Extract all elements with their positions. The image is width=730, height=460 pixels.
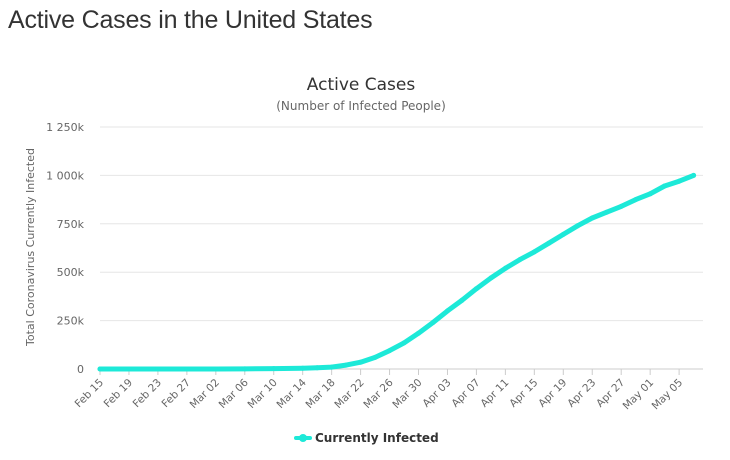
series-layer xyxy=(97,172,697,372)
data-point[interactable] xyxy=(271,366,277,372)
x-tick-label: Feb 27 xyxy=(160,377,193,410)
y-axis-ticks: 0 250k 500k 750k 1 000k 1 250k xyxy=(46,121,84,376)
y-tick-label: 750k xyxy=(57,218,85,231)
x-tick-label: Apr 07 xyxy=(449,377,482,410)
x-tick-label: Mar 06 xyxy=(217,376,252,411)
x-tick-label: May 05 xyxy=(650,377,686,413)
data-point[interactable] xyxy=(488,275,494,281)
x-tick-label: May 01 xyxy=(621,377,657,413)
data-point[interactable] xyxy=(560,231,566,237)
chart-title: Active Cases xyxy=(307,75,416,95)
x-tick-label: Mar 10 xyxy=(246,377,280,411)
y-tick-label: 1 000k xyxy=(46,169,84,182)
data-point[interactable] xyxy=(575,223,581,229)
data-point[interactable] xyxy=(546,240,552,246)
data-point[interactable] xyxy=(387,348,393,354)
data-point[interactable] xyxy=(126,366,132,372)
legend-swatch-marker xyxy=(299,434,307,442)
x-tick-label: Apr 23 xyxy=(565,377,598,410)
y-axis-label: Total Coronavirus Currently Infected xyxy=(24,148,37,347)
y-tick-label: 250k xyxy=(57,315,85,328)
legend[interactable]: Currently Infected xyxy=(294,431,439,445)
x-tick-label: Apr 15 xyxy=(507,377,540,410)
x-tick-label: Apr 03 xyxy=(420,377,453,410)
x-tick-label: Feb 23 xyxy=(131,377,164,410)
x-tick-label: Apr 19 xyxy=(536,377,569,410)
data-point[interactable] xyxy=(416,330,421,336)
y-tick-label: 1 250k xyxy=(46,121,84,134)
x-tick-label: Mar 30 xyxy=(390,377,424,411)
data-point[interactable] xyxy=(473,286,479,292)
x-tick-label: Mar 02 xyxy=(188,377,222,411)
data-point[interactable] xyxy=(213,366,219,372)
page-heading: Active Cases in the United States xyxy=(8,6,373,34)
data-point[interactable] xyxy=(430,320,436,325)
data-point[interactable] xyxy=(314,365,320,371)
data-point[interactable] xyxy=(242,366,248,372)
data-point[interactable] xyxy=(343,362,349,368)
data-point[interactable] xyxy=(97,366,103,372)
data-point[interactable] xyxy=(155,366,161,372)
data-point[interactable] xyxy=(184,366,190,372)
x-tick-label: Mar 26 xyxy=(361,376,396,411)
data-point[interactable] xyxy=(300,365,306,371)
grid-layer xyxy=(100,126,703,370)
x-tick-label: Feb 19 xyxy=(102,377,135,410)
data-point[interactable] xyxy=(589,215,595,221)
data-point[interactable] xyxy=(647,191,653,197)
x-tick-label: Feb 15 xyxy=(73,377,106,410)
x-tick-label: Mar 14 xyxy=(275,376,310,411)
data-point[interactable] xyxy=(445,308,450,314)
x-tick-label: Apr 11 xyxy=(478,377,511,410)
data-point[interactable] xyxy=(459,297,465,303)
data-point[interactable] xyxy=(618,203,624,209)
data-point[interactable] xyxy=(633,197,639,203)
legend-label: Currently Infected xyxy=(315,431,439,445)
data-point[interactable] xyxy=(531,249,537,255)
data-point[interactable] xyxy=(401,340,407,346)
data-point[interactable] xyxy=(329,364,335,370)
y-tick-label: 0 xyxy=(77,363,84,376)
x-tick-label: Mar 22 xyxy=(332,377,366,411)
data-point[interactable] xyxy=(662,183,668,189)
data-point[interactable] xyxy=(676,178,682,184)
y-tick-label: 500k xyxy=(57,266,85,279)
chart-subtitle: (Number of Infected People) xyxy=(276,99,446,113)
data-point[interactable] xyxy=(372,354,378,360)
x-tick-label: Mar 18 xyxy=(303,377,337,411)
data-point[interactable] xyxy=(502,265,508,271)
data-point[interactable] xyxy=(517,257,523,263)
data-point[interactable] xyxy=(358,359,364,365)
data-point[interactable] xyxy=(691,172,697,178)
data-point[interactable] xyxy=(604,209,610,215)
